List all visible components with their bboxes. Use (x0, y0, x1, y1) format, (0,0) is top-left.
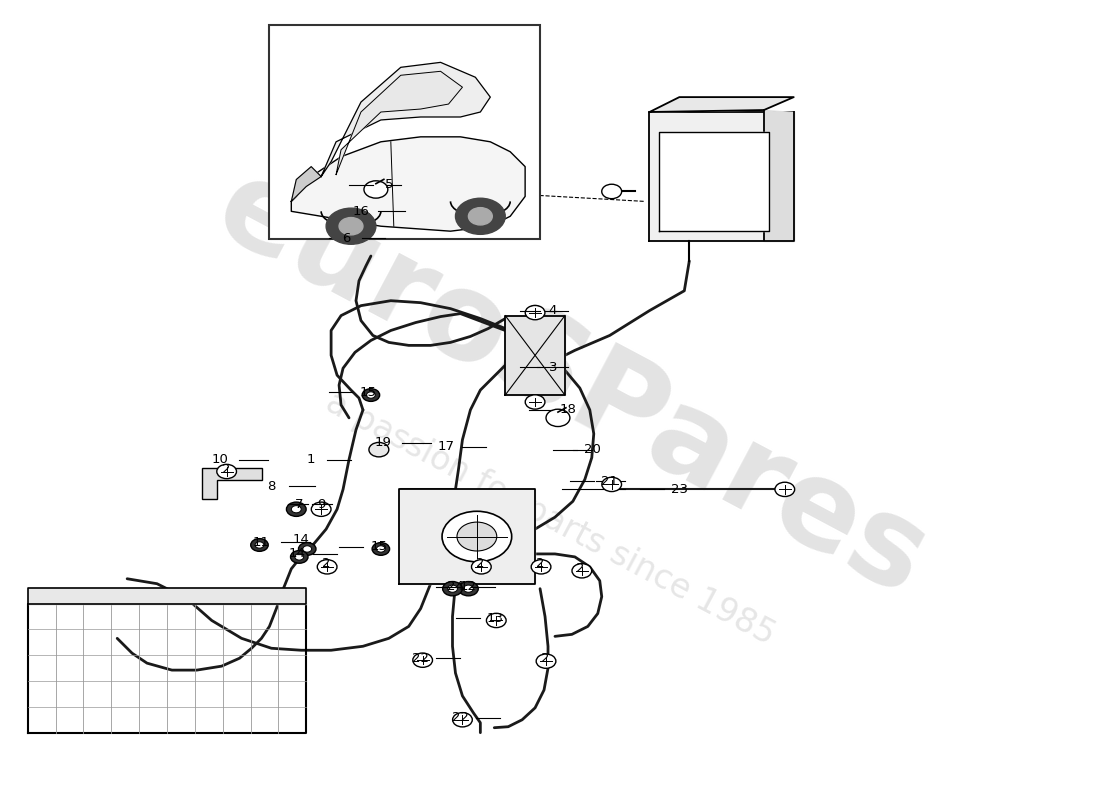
Circle shape (368, 442, 388, 457)
Circle shape (525, 306, 544, 320)
Text: 2: 2 (222, 463, 231, 476)
Circle shape (317, 560, 337, 574)
Polygon shape (505, 315, 565, 395)
Circle shape (412, 653, 432, 667)
Text: 14: 14 (293, 533, 310, 546)
Circle shape (546, 410, 570, 426)
Text: 19: 19 (374, 436, 392, 450)
Text: 2: 2 (575, 562, 584, 575)
Polygon shape (28, 603, 306, 733)
Text: 14: 14 (289, 547, 306, 561)
Text: 8: 8 (267, 480, 276, 493)
Polygon shape (649, 97, 794, 112)
Bar (270, 25, 540, 239)
Text: 24: 24 (447, 580, 464, 593)
Polygon shape (659, 132, 769, 231)
Circle shape (442, 582, 462, 596)
Circle shape (776, 482, 794, 497)
Polygon shape (292, 166, 321, 202)
Text: 5: 5 (385, 178, 393, 191)
Text: euroSPares: euroSPares (197, 148, 947, 621)
Circle shape (456, 522, 497, 551)
Text: 15: 15 (360, 386, 376, 398)
Circle shape (528, 306, 542, 316)
Circle shape (326, 208, 376, 244)
Text: 21: 21 (602, 475, 618, 488)
Text: 17: 17 (438, 440, 455, 453)
Text: 2: 2 (541, 652, 549, 665)
Circle shape (525, 395, 544, 409)
Circle shape (295, 554, 304, 560)
Circle shape (528, 395, 542, 405)
Circle shape (463, 585, 473, 592)
Circle shape (372, 542, 389, 555)
Text: 22: 22 (412, 652, 429, 665)
Circle shape (459, 582, 478, 596)
Circle shape (376, 546, 385, 552)
Circle shape (311, 502, 331, 516)
Circle shape (452, 713, 472, 727)
Text: 23: 23 (671, 483, 688, 496)
Polygon shape (292, 137, 525, 231)
Circle shape (469, 208, 493, 225)
Text: 7: 7 (295, 498, 304, 510)
Circle shape (364, 181, 388, 198)
Text: 2: 2 (536, 558, 544, 570)
Circle shape (350, 211, 372, 227)
Circle shape (286, 502, 306, 516)
Text: 13: 13 (487, 612, 504, 625)
Text: 4: 4 (549, 304, 558, 317)
Circle shape (472, 560, 492, 574)
Circle shape (486, 614, 506, 628)
Text: 20: 20 (584, 443, 602, 456)
Circle shape (442, 511, 512, 562)
Polygon shape (201, 467, 262, 499)
Circle shape (455, 198, 505, 234)
Polygon shape (649, 112, 794, 241)
Text: a passion for parts since 1985: a passion for parts since 1985 (320, 386, 780, 652)
Circle shape (339, 218, 363, 235)
Circle shape (355, 215, 366, 223)
Text: 11: 11 (253, 535, 270, 549)
Text: 9: 9 (317, 498, 326, 510)
Text: 22: 22 (452, 711, 469, 724)
Text: 15: 15 (371, 541, 387, 554)
Polygon shape (321, 62, 491, 177)
Circle shape (531, 560, 551, 574)
Polygon shape (399, 490, 535, 584)
Text: 6: 6 (342, 232, 350, 245)
Circle shape (302, 546, 311, 552)
Circle shape (536, 654, 556, 668)
Polygon shape (28, 588, 306, 603)
Circle shape (448, 585, 458, 592)
Circle shape (602, 184, 621, 198)
Circle shape (251, 538, 268, 551)
Circle shape (602, 478, 621, 491)
Circle shape (255, 542, 264, 548)
Text: 10: 10 (211, 453, 228, 466)
Text: 16: 16 (352, 205, 370, 218)
Text: 18: 18 (560, 403, 576, 417)
Circle shape (298, 542, 316, 555)
Circle shape (362, 389, 380, 402)
Text: 2: 2 (476, 558, 485, 570)
Circle shape (292, 506, 301, 513)
Text: 12: 12 (460, 580, 477, 593)
Text: 1: 1 (307, 453, 316, 466)
Polygon shape (337, 71, 462, 174)
Text: 2: 2 (322, 558, 330, 570)
Circle shape (290, 550, 308, 563)
Circle shape (572, 564, 592, 578)
Circle shape (217, 464, 236, 478)
Text: 3: 3 (549, 361, 558, 374)
Circle shape (366, 392, 375, 398)
Polygon shape (763, 110, 794, 241)
